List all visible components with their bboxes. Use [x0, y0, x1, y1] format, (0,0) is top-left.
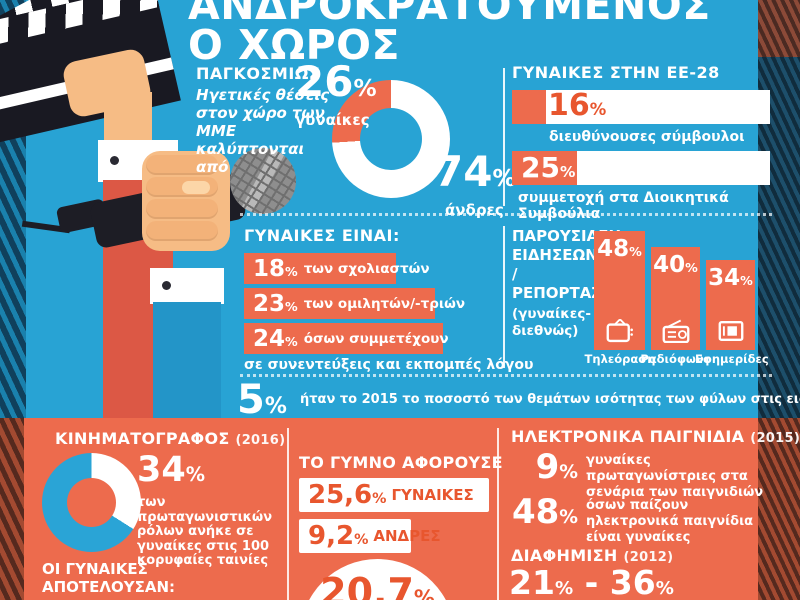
page-title-line2: Ο ΧΩΡΟΣ — [188, 21, 401, 69]
finger — [146, 155, 218, 175]
eu-bar-board: 25% — [512, 151, 770, 185]
news-section-subheader: (γυναίκες- διεθνώς) — [512, 306, 591, 339]
cinema-header-text: ΚΙΝΗΜΑΤΟΓΡΑΦΟΣ — [55, 429, 230, 448]
global-section-header: ΠΑΓΚΟΣΜΙΩΣ — [196, 64, 321, 83]
ads-header-text: ΔΙΑΦΗΜΙΣΗ — [511, 546, 618, 565]
page-title: ΑΝΔΡΟΚΡΑΤΟΥΜΕΝΟΣ Ο ΧΩΡΟΣ — [188, 0, 711, 69]
eu-bar-ceo-fill — [512, 90, 546, 124]
cinema-sub-header: ΟΙ ΓΥΝΑΙΚΕΣ ΑΠΟΤΕΛΟΥΣΑΝ: — [42, 560, 176, 596]
donut-hole — [360, 108, 422, 170]
games-section-header: ΗΛΕΚΤΡΟΝΙΚΑ ΠΑΙΓΝΙΔΙΑ (2015) — [511, 427, 800, 446]
bar-label: όσων συμμετέχουν — [303, 330, 449, 347]
global-donut-chart — [332, 80, 450, 198]
vertical-divider — [497, 428, 499, 600]
women-are-header: ΓΥΝΑΙΚΕΣ ΕΙΝΑΙ: — [244, 226, 400, 245]
cinema-section-header: ΚΙΝΗΜΑΤΟΓΡΑΦΟΣ (2016) — [55, 429, 285, 448]
women-are-footnote: σε συνεντεύξεις και εκπομπές λόγου — [244, 357, 534, 373]
right-stripe-band-top — [758, 0, 800, 57]
news-section-header: ΠΑΡΟΥΣΙΑΣΗ ΕΙΔΗΣΕΩΝ / ΡΕΠΟΡΤΑΖ — [512, 227, 622, 302]
right-fist-illustration — [142, 151, 230, 251]
radio-icon — [662, 319, 689, 343]
cufflink-icon — [162, 281, 171, 290]
news-bar-radio-pct: 40% — [653, 252, 698, 278]
finger — [146, 199, 218, 219]
nudity-section-header: ΤΟ ΓΥΜΝΟ ΑΦΟΡΟΥΣΕ — [299, 453, 503, 472]
news-bar-radio: 40% — [651, 247, 700, 350]
cinema-header-year: (2016) — [235, 433, 286, 448]
right-stripe-band-bottom — [758, 418, 800, 600]
vertical-divider — [287, 428, 289, 600]
tv-icon — [606, 319, 633, 343]
news-bar-radio-label: Ραδιόφωνο — [640, 352, 712, 366]
eu-bar-board-fill — [512, 151, 577, 185]
cufflink-icon — [110, 156, 119, 165]
global-men-pct: 74% — [434, 147, 516, 196]
vertical-divider — [503, 226, 505, 368]
right-shirt-cuff-illustration — [150, 268, 224, 304]
women-are-bar-commentators: 18% των σχολιαστών — [244, 253, 430, 284]
news-section-text: ΠΑΡΟΥΣΙΑΣΗ ΕΙΔΗΣΕΩΝ / ΡΕΠΟΡΤΑΖ (γυναίκες… — [512, 227, 622, 340]
news-bar-tv: 48% — [594, 231, 645, 350]
women-are-bar-participants: 24% όσων συμμετέχουν — [244, 323, 449, 354]
bar-pct: 18% — [253, 255, 298, 282]
games-stat1-description: γυναίκες πρωταγωνίστριες στα σενάρια των… — [586, 453, 764, 500]
left-stripe-band-bottom — [0, 418, 24, 600]
bar-label: των σχολιαστών — [303, 260, 430, 277]
news-bar-tv-label: Τηλεόραση — [584, 352, 656, 366]
cinema-pct: 34% — [137, 450, 206, 490]
donut-hole — [67, 478, 116, 527]
bar-pct: 25,6% — [308, 480, 387, 510]
cinema-description: των πρωταγωνιστικών ρόλων ανήκε σε γυναί… — [137, 495, 273, 568]
bar-label: ΑΝΔΡΕΣ — [373, 527, 441, 545]
games-stat1-pct: 9% — [535, 447, 578, 487]
women-are-bar-speakers: 23% των ομιλητών/-τριών — [244, 288, 465, 319]
bar-label: των ομιλητών/-τριών — [303, 295, 466, 312]
eu-bar-board-label: συμμετοχή στα Διοικητικά Συμβούλια — [518, 190, 729, 222]
eu-bar-ceo-pct: 16% — [548, 88, 607, 123]
news-bar-press: 34% — [706, 260, 755, 350]
global-women-stat: 26% γυναίκες — [295, 57, 377, 130]
bar-label: ΓΥΝΑΙΚΕΣ — [391, 486, 474, 504]
eu-bar-board-pct: 25% — [521, 151, 576, 184]
bar-pct: 9,2% — [308, 521, 369, 551]
news-bar-press-pct: 34% — [708, 265, 753, 291]
news-bar-press-label: Εφημερίδες — [695, 352, 769, 366]
eu-section-header: ΓΥΝΑΙΚΕΣ ΣΤΗΝ ΕΕ-28 — [512, 63, 720, 82]
global-section-description: Ηγετικές θέσεις στον χώρο των ΜΜΕ καλύπτ… — [196, 86, 330, 176]
global-women-label: γυναίκες — [295, 111, 370, 129]
games-stat2-description: όσων παίζουν ηλεκτρονικά παιγνίδια είναι… — [586, 498, 754, 545]
cinema-donut-chart — [42, 453, 141, 552]
finger — [146, 221, 218, 241]
page-title-line1: ΑΝΔΡΟΚΡΑΤΟΥΜΕΝΟΣ — [188, 0, 711, 29]
vertical-divider — [503, 68, 505, 206]
news-bar-tv-pct: 48% — [597, 236, 642, 262]
left-arm-illustration — [104, 92, 152, 148]
microphone-mesh — [230, 148, 296, 214]
ads-section-header: ΔΙΑΦΗΜΙΣΗ (2012) — [511, 546, 673, 565]
global-women-pct: 26% — [295, 57, 377, 106]
equality-note-pct: 5% — [237, 377, 287, 423]
microphone-head-icon — [230, 148, 296, 214]
games-header-text: ΗΛΕΚΤΡΟΝΙΚΑ ΠΑΙΓΝΙΔΙΑ — [511, 427, 745, 446]
eu-bar-ceo: 16% — [512, 88, 770, 124]
bar-pct: 24% — [253, 325, 298, 352]
games-header-year: (2015) — [750, 431, 800, 446]
equality-note-text: ήταν το 2015 το ποσοστό των θεμάτων ισότ… — [300, 392, 800, 407]
dotted-divider — [240, 374, 772, 377]
ads-header-year: (2012) — [623, 550, 674, 565]
nudity-bar-men: 9,2% ΑΝΔΡΕΣ — [299, 519, 441, 553]
bar-pct: 23% — [253, 290, 298, 317]
nudity-bar-women: 25,6% ΓΥΝΑΙΚΕΣ — [299, 478, 489, 512]
newspaper-icon — [718, 320, 743, 342]
ads-range: 21% - 36% — [509, 563, 674, 600]
eu-bar-ceo-label: διευθύνουσες σύμβουλοι — [549, 129, 745, 145]
nudity-circle-pct: 20,7% — [320, 570, 435, 600]
right-sleeve-illustration — [153, 302, 221, 418]
knuckle-highlight — [182, 181, 210, 194]
dotted-divider — [240, 213, 772, 216]
games-stat2-pct: 48% — [511, 492, 578, 532]
